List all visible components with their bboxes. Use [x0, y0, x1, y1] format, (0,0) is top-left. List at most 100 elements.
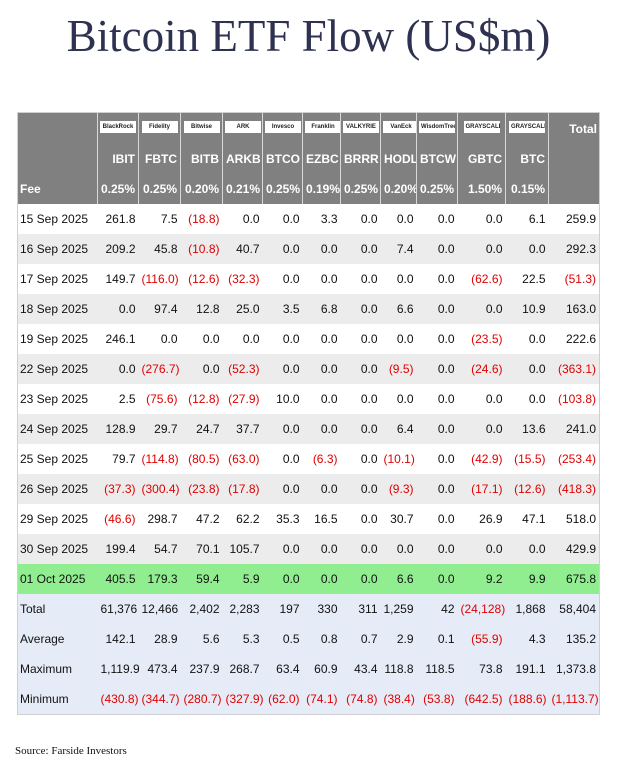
value-cell: 13.6 — [505, 414, 549, 444]
logo-cell: Fidelity — [138, 112, 181, 144]
ticker-cell: BTCO — [262, 144, 303, 174]
logo-cell: VanEck — [380, 112, 417, 144]
fee-row: Fee 0.25% 0.25% 0.20% 0.21% 0.25% 0.19% 0.25% 0.… — [17, 174, 600, 204]
flow-row: 25 Sep 2025 79.7 (114.8) (80.5) (63.0) 0.0 (6.… — [18, 444, 600, 474]
value-cell: 0.0 — [302, 234, 341, 264]
value-cell: 0.0 — [242, 212, 260, 226]
row-label: 18 Sep 2025 — [17, 294, 98, 324]
value-cell: 0.0 — [416, 414, 458, 444]
value-cell: (23.5) — [471, 332, 503, 346]
row-label: 19 Sep 2025 — [20, 332, 89, 346]
value-cell: (63.0) — [228, 452, 260, 466]
value-cell: 105.7 — [222, 534, 263, 564]
logo-cell: GRAYSCALE — [457, 112, 506, 144]
value-cell: 237.9 — [180, 654, 223, 684]
value-cell: 0.0 — [457, 534, 506, 564]
value-cell: 261.8 — [105, 212, 136, 226]
value-cell: 0.0 — [457, 234, 506, 264]
ticker-cell: HODL — [380, 144, 417, 174]
flow-row: 26 Sep 2025 (37.3) (300.4) (23.8) (17.8) 0.0 0… — [17, 474, 600, 504]
value-cell: 222.6 — [565, 332, 596, 346]
value-cell: 59.4 — [180, 564, 223, 594]
value-cell: 10.9 — [505, 294, 549, 324]
value-cell: 25.0 — [222, 294, 263, 324]
value-cell: 209.2 — [97, 234, 139, 264]
value-cell: 7.5 — [160, 212, 178, 226]
value-cell: (9.5) — [380, 354, 417, 384]
value-cell: (42.9) — [471, 452, 503, 466]
issuer-logo: ARK — [225, 121, 261, 133]
value-cell: (12.6) — [188, 272, 220, 286]
value-cell: 12.8 — [180, 294, 223, 324]
value-cell: 0.0 — [340, 354, 381, 384]
logo-cell: ARK — [222, 112, 263, 144]
value-cell: 2,283 — [222, 594, 263, 624]
value-cell: 37.7 — [222, 414, 263, 444]
value-cell: 0.0 — [416, 564, 458, 594]
value-cell: 259.9 — [565, 212, 596, 226]
value-cell: 0.0 — [528, 392, 546, 406]
value-cell: 5.9 — [222, 564, 263, 594]
value-cell: 97.4 — [138, 294, 181, 324]
value-cell: 6.6 — [380, 294, 417, 324]
value-cell: 405.5 — [97, 564, 139, 594]
ticker-cell: BTCW — [416, 144, 458, 174]
value-cell: (10.1) — [383, 452, 415, 466]
value-cell: 6.1 — [528, 212, 546, 226]
value-cell: (9.3) — [380, 474, 417, 504]
value-cell: (18.8) — [188, 212, 220, 226]
flow-row: 24 Sep 2025 128.9 29.7 24.7 37.7 0.0 0.0 0.0 6.4… — [17, 414, 600, 444]
value-cell: 7.4 — [380, 234, 417, 264]
flow-row: 01 Oct 2025 405.5 179.3 59.4 5.9 0.0 0.0 0.0 6.6… — [17, 564, 600, 594]
value-cell: 1,259 — [380, 594, 417, 624]
value-cell: 60.9 — [302, 654, 341, 684]
value-cell: 0.0 — [320, 332, 338, 346]
flow-row: 29 Sep 2025 (46.6) 298.7 47.2 62.2 35.3 16.5 0.… — [18, 504, 600, 534]
value-cell: 311 — [340, 594, 381, 624]
value-cell: (116.0) — [141, 272, 179, 286]
summary-row: Total 61,376 12,466 2,402 2,283 197 330 311 1,25… — [17, 594, 600, 624]
value-cell: 73.8 — [457, 654, 506, 684]
value-cell: (280.7) — [180, 684, 223, 715]
ticker-cell: EZBC — [302, 144, 341, 174]
value-cell: 0.0 — [416, 234, 458, 264]
value-cell: 0.0 — [340, 534, 381, 564]
value-cell: 5.6 — [180, 624, 223, 654]
value-cell: 142.1 — [97, 624, 139, 654]
row-label: Total — [17, 594, 98, 624]
flow-row: 30 Sep 2025 199.4 54.7 70.1 105.7 0.0 0.0 0.0 0.… — [17, 534, 600, 564]
flow-table: BlackRock Fidelity Bitwise ARK Invesco Frankl… — [17, 112, 600, 715]
row-label: 29 Sep 2025 — [20, 512, 89, 526]
value-cell: 0.0 — [242, 332, 260, 346]
value-cell: 0.0 — [437, 392, 455, 406]
value-cell: (38.4) — [380, 684, 417, 715]
value-cell: 199.4 — [97, 534, 139, 564]
value-cell: 26.9 — [479, 512, 503, 526]
value-cell: 0.8 — [302, 624, 341, 654]
logo-cell: GRAYSCALE — [505, 112, 549, 144]
value-cell: (32.3) — [228, 272, 260, 286]
value-cell: 2,402 — [180, 594, 223, 624]
row-label: 22 Sep 2025 — [17, 354, 98, 384]
value-cell: (327.9) — [222, 684, 263, 715]
value-cell: 16.5 — [314, 512, 338, 526]
value-cell: 0.0 — [282, 332, 300, 346]
value-cell: 1,868 — [505, 594, 549, 624]
value-cell: 1,373.8 — [548, 654, 600, 684]
value-cell: 298.7 — [147, 512, 178, 526]
value-cell: 0.0 — [262, 474, 303, 504]
value-cell: 128.9 — [97, 414, 139, 444]
value-cell: (24.6) — [457, 354, 506, 384]
value-cell: 63.4 — [262, 654, 303, 684]
value-cell: 9.9 — [505, 564, 549, 594]
value-cell: (418.3) — [548, 474, 600, 504]
ticker-cell: FBTC — [138, 144, 181, 174]
logo-cell: BlackRock — [97, 112, 139, 144]
value-cell: 0.0 — [302, 474, 341, 504]
value-cell: 0.7 — [340, 624, 381, 654]
row-label: 17 Sep 2025 — [20, 272, 89, 286]
flow-row: 18 Sep 2025 0.0 97.4 12.8 25.0 3.5 6.8 0.0 6.6 0.… — [17, 294, 600, 324]
issuer-logo: Franklin — [305, 121, 341, 133]
summary-row: Minimum (430.8) (344.7) (280.7) (327.9) (62.0… — [17, 684, 600, 715]
